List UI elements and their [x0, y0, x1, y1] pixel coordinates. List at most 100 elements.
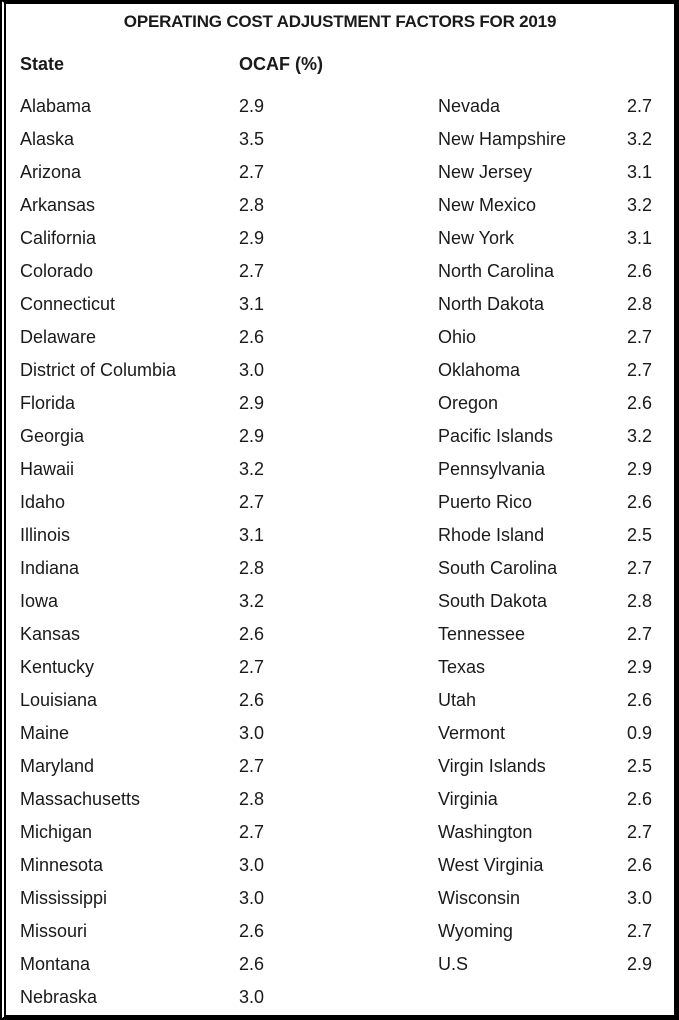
state-cell: Wyoming [438, 921, 513, 941]
table-row: Wyoming 2.7 [438, 915, 652, 948]
ocaf-value-cell: 2.7 [239, 492, 265, 512]
table-row: Georgia 2.9 [20, 420, 438, 453]
table-row: Virgin Islands 2.5 [438, 750, 652, 783]
state-cell: Pacific Islands [438, 426, 554, 446]
table-row: Rhode Island 2.5 [438, 519, 652, 552]
state-cell: Missouri [20, 921, 88, 941]
state-cell: Arizona [20, 162, 82, 182]
state-cell: New Jersey [438, 162, 533, 182]
state-cell: Nebraska [20, 987, 98, 1007]
table-row: Arizona 2.7 [20, 156, 438, 189]
ocaf-value-cell: 3.0 [239, 855, 265, 875]
state-cell: Nevada [438, 96, 501, 116]
ocaf-value-cell: 2.7 [239, 162, 265, 182]
state-cell: Ohio [438, 327, 477, 347]
ocaf-value-cell: 2.8 [239, 789, 265, 809]
left-column-body: Alabama 2.9 Alaska 3.5 Arizona 2.7 Arkansas 2.8… [20, 90, 438, 1014]
ocaf-value-cell: 2.6 [626, 393, 652, 413]
table-row: Kansas 2.6 [20, 618, 438, 651]
table-row: New Jersey 3.1 [438, 156, 652, 189]
state-cell: Idaho [20, 492, 66, 512]
state-cell: New York [438, 228, 515, 248]
ocaf-value-cell: 2.5 [626, 756, 652, 776]
state-cell: Illinois [20, 525, 71, 545]
state-cell: West Virginia [438, 855, 544, 875]
table-row: New York 3.1 [438, 222, 652, 255]
state-cell: Delaware [20, 327, 97, 347]
ocaf-value-cell: 2.7 [626, 360, 652, 380]
state-cell: Virginia [438, 789, 498, 809]
table-row: Hawaii 3.2 [20, 453, 438, 486]
state-cell: Oregon [438, 393, 499, 413]
ocaf-value-cell: 3.0 [239, 987, 265, 1007]
table-row: Texas 2.9 [438, 651, 652, 684]
ocaf-value-cell: 2.6 [239, 954, 265, 974]
state-cell: Wisconsin [438, 888, 521, 908]
table-row: Ohio 2.7 [438, 321, 652, 354]
ocaf-value-cell: 2.9 [239, 96, 265, 116]
state-cell: Massachusetts [20, 789, 141, 809]
table-row: Virginia 2.6 [438, 783, 652, 816]
state-cell: Texas [438, 657, 486, 677]
table-row: Florida 2.9 [20, 387, 438, 420]
state-cell: Montana [20, 954, 91, 974]
table-row: Oregon 2.6 [438, 387, 652, 420]
ocaf-value-cell: 2.7 [626, 96, 652, 116]
ocaf-value-cell: 2.7 [626, 558, 652, 578]
table-row: Colorado 2.7 [20, 255, 438, 288]
ocaf-value-cell: 2.7 [239, 756, 265, 776]
table-row: District of Columbia 3.0 [20, 354, 438, 387]
ocaf-value-cell: 2.9 [626, 459, 652, 479]
table-row: Washington 2.7 [438, 816, 652, 849]
state-cell: Colorado [20, 261, 94, 281]
state-cell: Iowa [20, 591, 59, 611]
ocaf-value-cell: 2.8 [239, 195, 265, 215]
state-cell: New Hampshire [438, 129, 567, 149]
state-cell: Louisiana [20, 690, 98, 710]
state-cell: U.S [438, 954, 469, 974]
ocaf-value-cell: 2.6 [239, 327, 265, 347]
state-cell: Arkansas [20, 195, 96, 215]
state-cell: Rhode Island [438, 525, 545, 545]
ocaf-value-cell: 3.1 [239, 525, 265, 545]
column-header-state: State [20, 54, 65, 74]
right-column-body: Nevada 2.7 New Hampshire 3.2 New Jersey 3.1 Ne… [438, 90, 652, 981]
ocaf-value-cell: 2.6 [626, 789, 652, 809]
state-cell: Vermont [438, 723, 506, 743]
ocaf-value-cell: 3.0 [239, 888, 265, 908]
table-row: New Hampshire 3.2 [438, 123, 652, 156]
table-row: Delaware 2.6 [20, 321, 438, 354]
ocaf-value-cell: 2.7 [626, 921, 652, 941]
ocaf-value-cell: 2.7 [239, 261, 265, 281]
state-cell: Indiana [20, 558, 80, 578]
state-cell: New Mexico [438, 195, 537, 215]
ocaf-value-cell: 3.1 [626, 228, 652, 248]
state-cell: Florida [20, 393, 76, 413]
state-cell: Utah [438, 690, 477, 710]
ocaf-value-cell: 2.9 [626, 657, 652, 677]
state-cell: Mississippi [20, 888, 108, 908]
table-header-row: State OCAF (%) [20, 52, 652, 76]
state-cell: California [20, 228, 97, 248]
state-cell: District of Columbia [20, 360, 177, 380]
state-cell: South Carolina [438, 558, 558, 578]
table-row: Minnesota 3.0 [20, 849, 438, 882]
ocaf-value-cell: 3.0 [239, 723, 265, 743]
table-row: Tennessee 2.7 [438, 618, 652, 651]
table-row: California 2.9 [20, 222, 438, 255]
page-title: OPERATING COST ADJUSTMENT FACTORS FOR 20… [123, 12, 557, 31]
ocaf-value-cell: 3.2 [626, 129, 652, 149]
table-row: Nevada 2.7 [438, 90, 652, 123]
state-cell: Hawaii [20, 459, 75, 479]
state-cell: Maine [20, 723, 70, 743]
state-cell: Oklahoma [438, 360, 521, 380]
state-cell: Alaska [20, 129, 75, 149]
ocaf-value-cell: 2.7 [626, 624, 652, 644]
ocaf-value-cell: 3.5 [239, 129, 265, 149]
ocaf-value-cell: 2.7 [239, 657, 265, 677]
table-row: U.S 2.9 [438, 948, 652, 981]
ocaf-value-cell: 3.0 [626, 888, 652, 908]
state-cell: Virgin Islands [438, 756, 546, 776]
state-cell: Maryland [20, 756, 95, 776]
